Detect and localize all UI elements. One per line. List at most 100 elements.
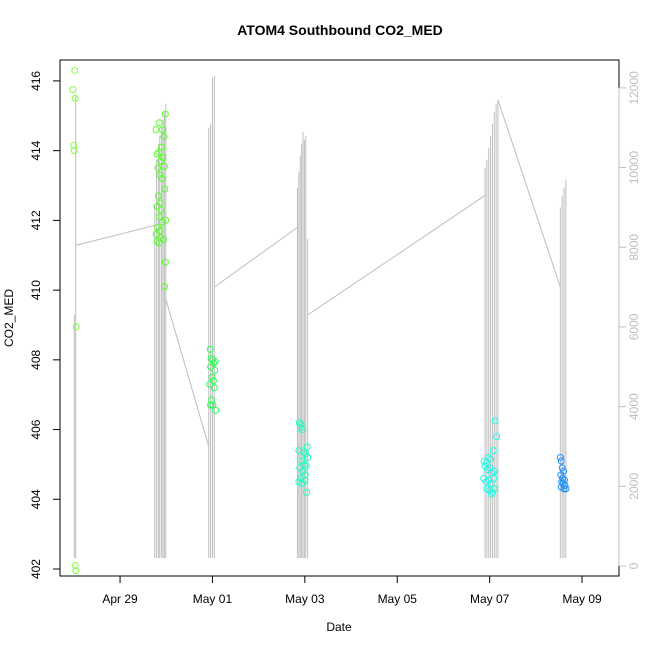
data-point-97 (557, 457, 565, 465)
data-point-10 (159, 126, 167, 134)
right-tick-label-4: 8000 (627, 234, 641, 261)
x-tick-label-2: May 03 (285, 592, 325, 606)
data-point-11 (160, 133, 168, 141)
data-point-30 (153, 223, 161, 231)
data-point-67 (299, 467, 307, 475)
data-point-19 (154, 164, 162, 172)
data-point-45 (211, 366, 219, 374)
data-point-5 (72, 323, 80, 331)
data-point-44 (207, 363, 215, 371)
data-point-49 (210, 384, 218, 392)
data-point-47 (209, 377, 217, 385)
data-point-25 (153, 202, 161, 210)
data-point-79 (493, 433, 501, 441)
y-tick-label-7: 416 (29, 71, 43, 91)
y-tick-label-1: 404 (29, 489, 43, 509)
y-tick-label-3: 408 (29, 350, 43, 370)
data-point-51 (209, 401, 217, 409)
right-tick-label-5: 10000 (627, 151, 641, 185)
data-point-100 (557, 471, 565, 479)
data-point-72 (301, 476, 309, 484)
data-point-21 (158, 175, 166, 183)
axes: Apr 29 May 01 May 03 May 05 May 07 May 09 402 4… (29, 71, 641, 606)
right-tick-label-0: 0 (627, 562, 641, 569)
data-point-48 (206, 380, 214, 388)
data-point-80 (491, 417, 499, 425)
data-point-73 (303, 488, 311, 496)
x-tick-label-4: May 07 (470, 592, 510, 606)
data-point-13 (153, 150, 161, 158)
data-point-36 (159, 236, 167, 244)
data-point-65 (302, 462, 310, 470)
data-point-6 (71, 562, 79, 570)
data-point-17 (157, 157, 165, 165)
chart-title: ATOM4 Southbound CO2_MED (237, 22, 443, 38)
data-point-52 (207, 401, 215, 409)
data-point-90 (490, 474, 498, 482)
data-point-0 (71, 66, 79, 74)
data-point-64 (300, 460, 308, 468)
data-point-26 (157, 206, 165, 214)
y-tick-label-0: 402 (29, 559, 43, 579)
gray-connector-1 (165, 298, 210, 447)
y-tick-label-2: 406 (29, 419, 43, 439)
x-tick-label-5: May 09 (562, 592, 602, 606)
plot-area (69, 66, 570, 575)
data-point-96 (556, 453, 564, 461)
data-point-40 (207, 354, 215, 362)
data-point-8 (152, 126, 160, 134)
data-point-39 (206, 345, 214, 353)
data-point-1 (69, 86, 77, 94)
x-tick-label-1: May 01 (193, 592, 233, 606)
data-point-104 (559, 480, 567, 488)
gray-connector-0 (76, 224, 155, 246)
y-tick-label-6: 414 (29, 140, 43, 160)
data-point-53 (212, 406, 220, 414)
x-tick-label-3: May 05 (378, 592, 418, 606)
data-point-62 (304, 453, 312, 461)
data-point-32 (156, 227, 164, 235)
data-point-37 (161, 258, 169, 266)
gray-connector-4 (497, 99, 561, 288)
data-point-9 (155, 119, 163, 127)
y-tick-label-5: 412 (29, 210, 43, 230)
data-point-54 (295, 419, 303, 427)
right-tick-label-2: 4000 (627, 393, 641, 420)
right-tick-label-6: 12000 (627, 71, 641, 105)
data-point-29 (162, 216, 170, 224)
data-point-46 (208, 373, 216, 381)
data-point-94 (491, 485, 499, 493)
data-point-81 (481, 462, 489, 470)
data-point-31 (152, 230, 160, 238)
x-axis-label: Date (326, 620, 352, 634)
data-point-20 (156, 171, 164, 179)
y-axis-label: CO2_MED (2, 289, 16, 347)
data-point-4 (70, 147, 78, 155)
data-point-105 (561, 481, 569, 489)
right-tick-label-3: 6000 (627, 313, 641, 340)
data-point-16 (159, 154, 167, 162)
data-point-2 (71, 94, 79, 102)
data-point-108 (562, 485, 570, 493)
data-point-61 (302, 450, 310, 458)
data-point-27 (155, 213, 163, 221)
data-point-22 (161, 185, 169, 193)
data-point-68 (301, 471, 309, 479)
data-point-15 (158, 143, 166, 151)
data-point-57 (296, 424, 304, 432)
data-point-18 (160, 162, 168, 170)
data-point-78 (489, 446, 497, 454)
data-point-85 (490, 467, 498, 475)
data-point-89 (487, 480, 495, 488)
gray-connector-2 (214, 226, 298, 288)
gray-connector-3 (307, 195, 486, 316)
data-point-60 (300, 448, 308, 456)
data-point-107 (560, 485, 568, 493)
data-point-101 (559, 474, 567, 482)
y-tick-label-4: 410 (29, 280, 43, 300)
data-point-98 (558, 464, 566, 472)
data-point-34 (153, 237, 161, 245)
x-tick-label-0: Apr 29 (102, 592, 138, 606)
data-point-38 (160, 283, 168, 291)
